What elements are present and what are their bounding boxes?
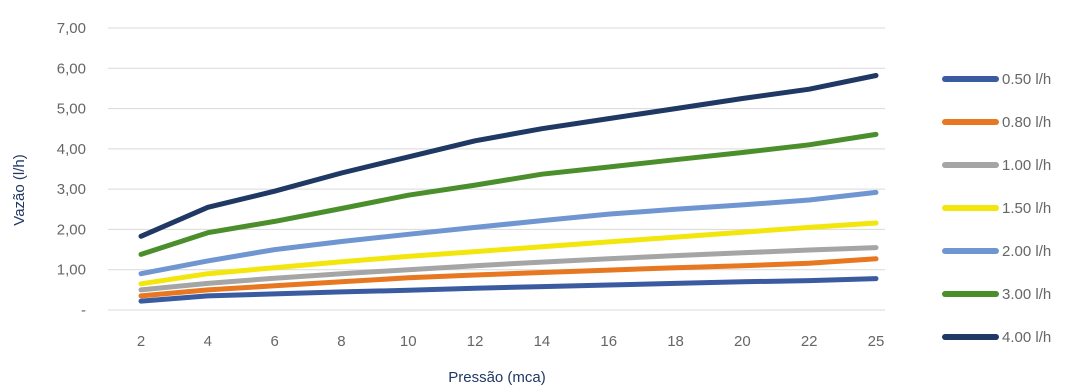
y-tick-label: 5,00 — [57, 101, 86, 118]
x-tick-label: 18 — [667, 333, 684, 350]
y-tick-label: 4,00 — [57, 141, 86, 158]
legend-label: 1.00 l/h — [1002, 157, 1051, 174]
legend-item: 1.00 l/h — [942, 157, 1051, 174]
x-tick-label: 22 — [801, 333, 818, 350]
y-tick-label: - — [81, 302, 86, 319]
x-tick-label: 4 — [204, 333, 212, 350]
legend-item: 0.50 l/h — [942, 71, 1051, 88]
x-axis-title: Pressão (mca) — [448, 369, 546, 386]
legend: 0.50 l/h 0.80 l/h 1.00 l/h 1.50 l/h 2.00 l/h… — [942, 71, 1051, 346]
x-axis-tick-labels: 2 4 6 8 10 12 14 16 18 20 22 25 — [137, 333, 885, 350]
series-line-1 — [138, 256, 879, 299]
x-tick-label: 12 — [467, 333, 484, 350]
legend-item: 2.00 l/h — [942, 243, 1051, 260]
legend-item: 1.50 l/h — [942, 200, 1051, 217]
legend-label: 3.00 l/h — [1002, 286, 1051, 303]
series-line-6 — [138, 73, 879, 239]
legend-item: 3.00 l/h — [942, 286, 1051, 303]
legend-item: 0.80 l/h — [942, 114, 1051, 131]
y-tick-label: 6,00 — [57, 60, 86, 77]
x-tick-label: 25 — [868, 333, 885, 350]
legend-label: 0.80 l/h — [1002, 114, 1051, 131]
y-tick-label: 2,00 — [57, 221, 86, 238]
series-line-0 — [138, 276, 879, 304]
legend-label: 2.00 l/h — [1002, 243, 1051, 260]
legend-item: 4.00 l/h — [942, 329, 1051, 346]
x-tick-label: 6 — [270, 333, 278, 350]
x-tick-label: 20 — [734, 333, 751, 350]
series-line-5 — [138, 131, 879, 257]
legend-label: 0.50 l/h — [1002, 71, 1051, 88]
series-line-4 — [138, 189, 879, 277]
gridlines — [108, 27, 885, 311]
y-axis-tick-labels: - 1,00 2,00 3,00 4,00 5,00 6,00 7,00 — [57, 20, 86, 319]
y-tick-label: 7,00 — [57, 20, 86, 37]
y-axis-title: Vazão (l/h) — [11, 154, 28, 225]
x-tick-label: 2 — [137, 333, 145, 350]
legend-label: 4.00 l/h — [1002, 329, 1051, 346]
y-tick-label: 1,00 — [57, 262, 86, 279]
x-tick-label: 10 — [400, 333, 417, 350]
x-tick-label: 8 — [337, 333, 345, 350]
x-tick-label: 16 — [600, 333, 617, 350]
x-tick-label: 14 — [534, 333, 551, 350]
series-line-3 — [138, 220, 879, 287]
legend-label: 1.50 l/h — [1002, 200, 1051, 217]
y-tick-label: 3,00 — [57, 181, 86, 198]
series-lines — [138, 73, 879, 304]
series-line-2 — [138, 245, 879, 293]
